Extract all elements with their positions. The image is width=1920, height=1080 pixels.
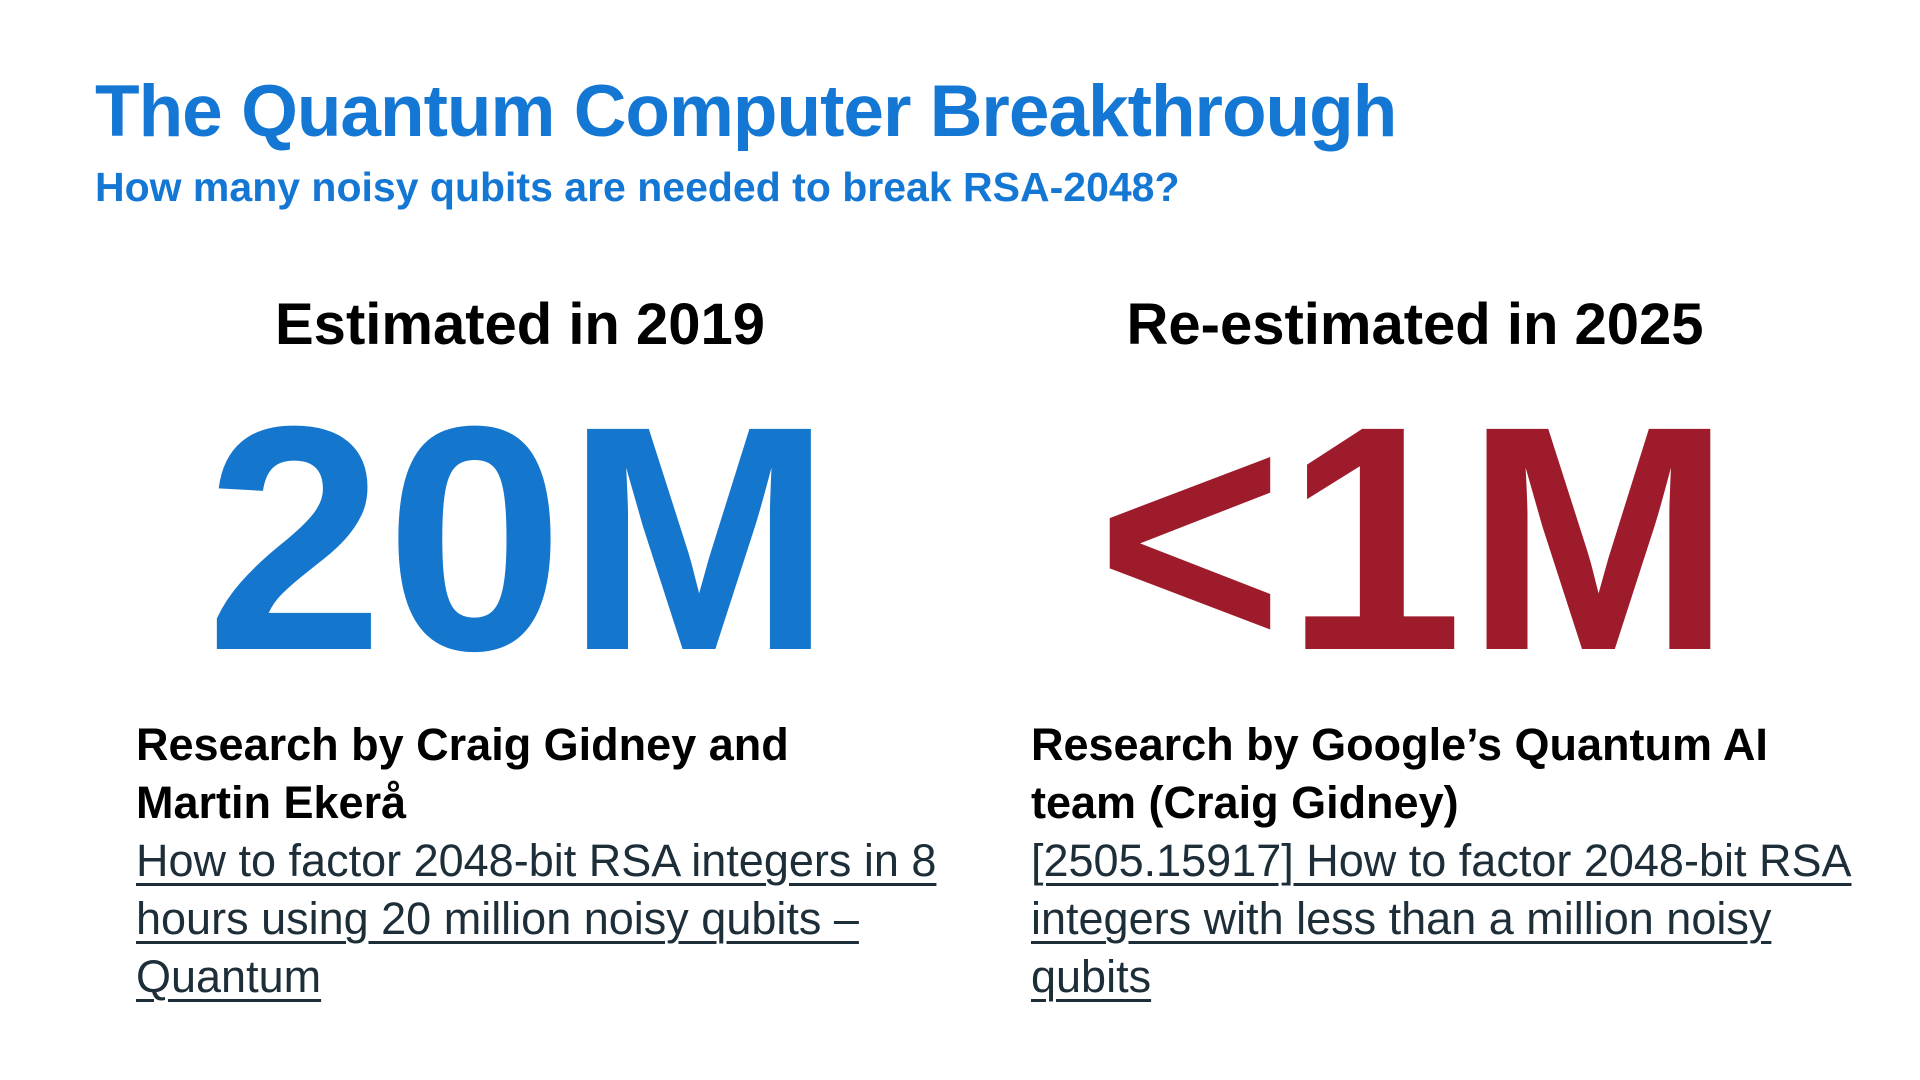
citation-2025: Research by Google’s Quantum AI team (Cr… [1031, 716, 1852, 1006]
paper-link-line[interactable]: [2505.15917] How to factor 2048-bit RSA [1031, 835, 1852, 886]
paper-link-line[interactable]: qubits [1031, 951, 1152, 1002]
slide-title: The Quantum Computer Breakthrough [95, 71, 1397, 152]
slide-subtitle: How many noisy qubits are needed to brea… [95, 164, 1180, 210]
paper-link-2019[interactable]: How to factor 2048-bit RSA integers in 8… [136, 832, 937, 1006]
paper-link-line[interactable]: integers with less than a million noisy [1031, 893, 1772, 944]
research-credit-line: Research by Google’s Quantum AI [1031, 719, 1768, 770]
research-credit-line: Martin Ekerå [136, 777, 407, 828]
column-2025: Re-estimated in 2025 <1M Research by Goo… [995, 0, 1852, 1080]
qubit-count-2019: 20M [205, 359, 835, 717]
paper-link-line[interactable]: How to factor 2048-bit RSA integers in 8 [136, 835, 937, 886]
column-2019: Estimated in 2019 20M Research by Craig … [100, 0, 940, 1080]
research-credit-line: Research by Craig Gidney and [136, 719, 789, 770]
qubit-count-2025: <1M [1096, 359, 1734, 717]
column-heading-2019: Estimated in 2019 [275, 292, 765, 357]
column-heading-2025: Re-estimated in 2025 [1126, 292, 1704, 357]
paper-link-line[interactable]: hours using 20 million noisy qubits – [136, 893, 859, 944]
paper-link-line[interactable]: Quantum [136, 951, 322, 1002]
citation-2019: Research by Craig Gidney and Martin Eker… [136, 716, 937, 1006]
research-credit-line: team (Craig Gidney) [1031, 777, 1459, 828]
paper-link-2025[interactable]: [2505.15917] How to factor 2048-bit RSA … [1031, 832, 1852, 1006]
